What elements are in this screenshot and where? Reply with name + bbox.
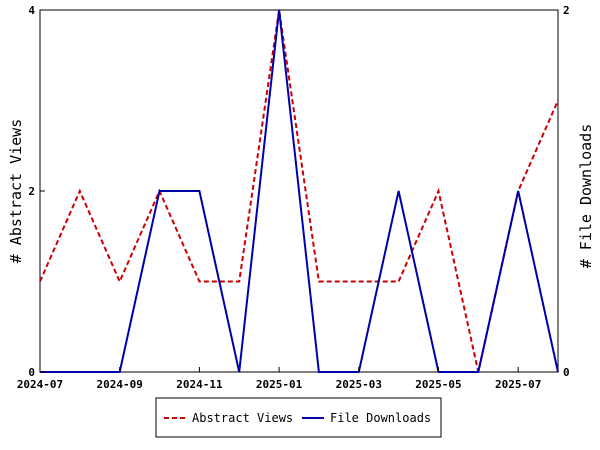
legend: Abstract Views File Downloads [155, 397, 442, 438]
x-tick-label: 2025-05 [415, 378, 461, 391]
y-left-tick-label: 2 [28, 185, 35, 198]
tick-layer: 2024-07 2024-09 2024-11 2025-01 2025-03 2025-… [17, 4, 570, 391]
y-left-tick-label: 0 [28, 366, 35, 379]
x-tick-label: 2024-11 [176, 378, 223, 391]
x-tick-label: 2024-07 [17, 378, 63, 391]
series-line-file-downloads [40, 9, 559, 373]
y-right-tick-label: 2 [563, 4, 570, 17]
y-left-tick-label: 4 [28, 4, 35, 17]
legend-abstract-views-label: Abstract Views [192, 411, 293, 425]
legend-box [155, 397, 442, 438]
x-tick-label: 2024-09 [97, 378, 143, 391]
x-tick-label: 2025-03 [336, 378, 382, 391]
y-right-tick-label: 0 [563, 366, 570, 379]
x-tick-label: 2025-01 [256, 378, 303, 391]
series-layer [39, 9, 559, 373]
legend-file-downloads-label: File Downloads [330, 411, 431, 425]
left-axis-title: # Abstract Views [7, 119, 25, 264]
x-tick-label: 2025-07 [495, 378, 541, 391]
right-axis-title: # File Downloads [577, 124, 595, 269]
